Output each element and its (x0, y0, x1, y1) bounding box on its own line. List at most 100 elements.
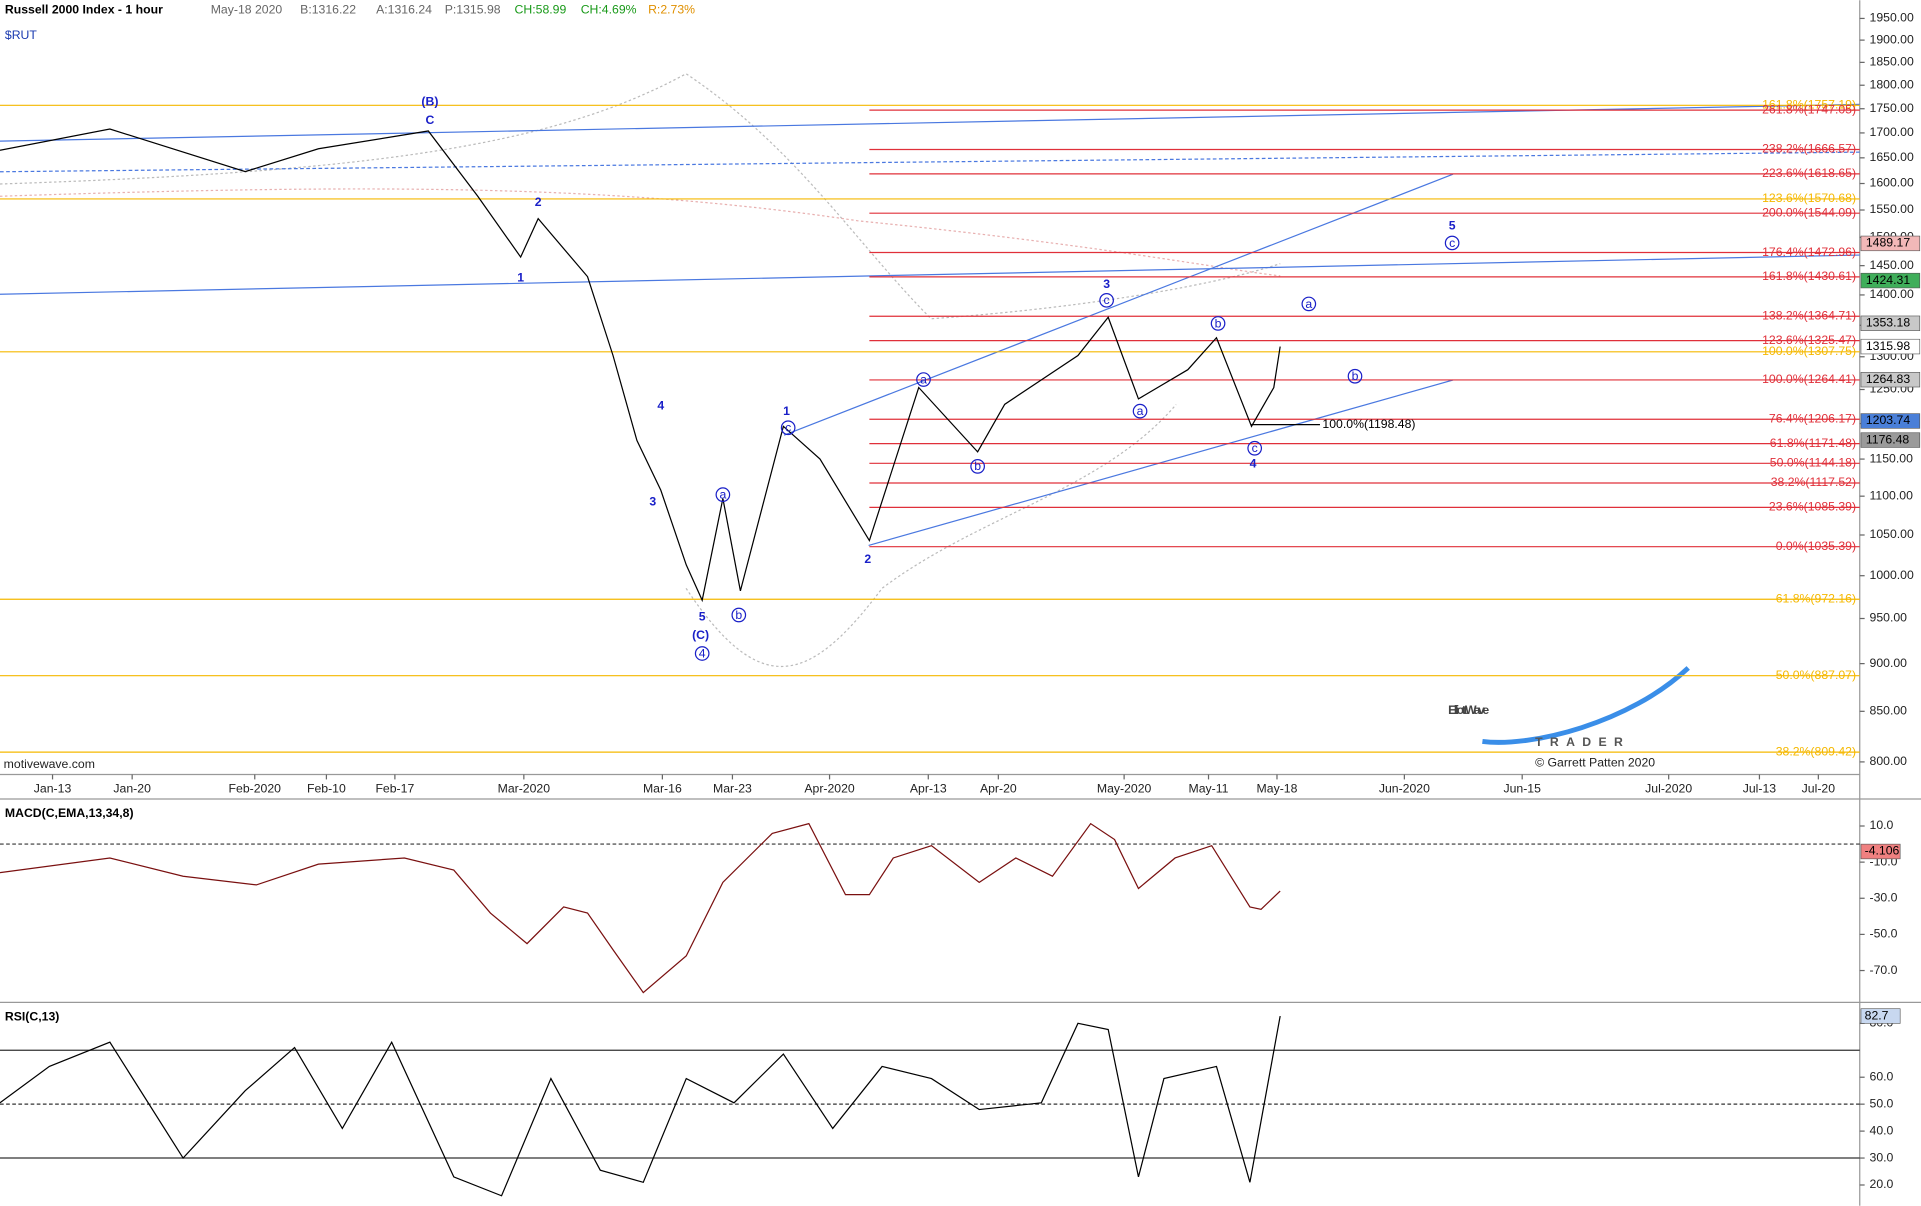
fib-label: 238.2%(1666.57) (1762, 142, 1856, 156)
y-tick-label: 1700.00 (1870, 125, 1914, 139)
change-pct: CH:4.69% (581, 2, 637, 16)
x-tick-label: Mar-2020 (498, 781, 551, 795)
fib-label: 138.2%(1364.71) (1762, 308, 1856, 322)
wave-label: 3 (649, 494, 656, 508)
y-tick-label: 1150.00 (1870, 451, 1914, 465)
fib-label: 23.6%(1085.39) (1769, 500, 1856, 514)
last-value-label: -4.106 (1865, 844, 1900, 858)
x-tick-label: Jun-2020 (1379, 781, 1430, 795)
fib-label: 61.8%(972.16) (1776, 592, 1856, 606)
y-tick-label: 20.0 (1870, 1177, 1894, 1191)
y-tick-label: -70.0 (1870, 963, 1898, 977)
fib-label: 100.0%(1264.41) (1762, 372, 1856, 386)
y-tick-label: 1050.00 (1870, 527, 1914, 541)
wave-label: c (1252, 441, 1258, 455)
wave-label: 4 (657, 399, 664, 413)
x-tick-label: Mar-16 (643, 781, 682, 795)
x-tick-label: May-11 (1189, 781, 1229, 795)
wave-circle (715, 487, 731, 503)
y-tick-label: 1550.00 (1870, 202, 1914, 216)
y-tick-label: 800.00 (1870, 754, 1908, 768)
fib-label: 223.6%(1618.65) (1762, 166, 1856, 180)
bollinger-band (685, 404, 1177, 668)
wave-label: c (1104, 293, 1110, 307)
x-tick-label: Feb-10 (307, 781, 346, 795)
x-tick-label: Apr-20 (980, 781, 1017, 795)
fib-label: 50.0%(887.07) (1776, 668, 1856, 682)
y-tick-label: 900.00 (1870, 656, 1908, 670)
price-marker-label: 1315.98 (1866, 339, 1910, 353)
fib-label: 76.4%(1206.17) (1769, 412, 1856, 426)
ask: A:1316.24 (376, 2, 432, 16)
logo-swoosh (1482, 666, 1690, 745)
last-value-label: 82.7 (1865, 1008, 1889, 1022)
y-tick-label: 10.0 (1870, 818, 1894, 832)
y-tick-label: 1100.00 (1870, 488, 1914, 502)
x-tick-label: Apr-13 (910, 781, 947, 795)
range: R:2.73% (648, 2, 695, 16)
x-tick-label: May-18 (1257, 781, 1298, 795)
y-tick-label: 1000.00 (1870, 568, 1914, 582)
y-tick-label: -50.0 (1870, 927, 1898, 941)
wave-circle (1347, 368, 1363, 384)
fib-label: 0.0%(1035.39) (1776, 539, 1856, 553)
y-tick-label: 60.0 (1870, 1069, 1894, 1083)
wave-label: (B) (421, 94, 438, 108)
rsi-title: RSI(C,13) (5, 1009, 59, 1023)
y-tick-label: -30.0 (1870, 891, 1898, 905)
wave-circle (916, 372, 931, 387)
fib-label: 176.4%(1472.96) (1762, 245, 1856, 259)
wave-circle (970, 459, 985, 474)
price-marker-label: 1489.17 (1866, 236, 1910, 250)
wave-label: a (719, 488, 726, 502)
fib-label: 100.0%(1198.48) (1322, 417, 1415, 431)
fib-label: 38.2%(809.42) (1776, 744, 1856, 758)
fib-label: 100.0%(1307.75) (1762, 344, 1856, 358)
trend-line (0, 151, 1860, 173)
x-tick-label: Feb-2020 (229, 781, 282, 795)
price-marker-label: 1353.18 (1866, 316, 1910, 330)
logo-sub: TRADER (1535, 735, 1630, 749)
wave-label: (C) (692, 628, 709, 642)
fib-label: 123.6%(1570.68) (1762, 191, 1856, 205)
series-line (0, 128, 1281, 603)
wave-label: a (920, 372, 927, 386)
y-tick-label: 1800.00 (1870, 77, 1914, 91)
price-marker (1860, 272, 1921, 289)
fib-label: 61.8%(1171.48) (1770, 436, 1856, 450)
x-tick-label: Mar-23 (713, 781, 752, 795)
moving-average (0, 188, 1281, 277)
chart-title: Russell 2000 Index - 1 hour (5, 2, 163, 16)
wave-circle (1444, 235, 1460, 251)
price-marker-label: 1203.74 (1866, 413, 1910, 427)
fib-label: 200.0%(1544.09) (1762, 205, 1856, 219)
fib-label: 261.8%(1747.05) (1762, 102, 1856, 116)
wave-circle (694, 646, 710, 661)
fib-label: 38.2%(1117.52) (1771, 475, 1856, 489)
last-value-marker (1860, 843, 1901, 860)
wave-circle (1247, 440, 1263, 456)
x-tick-label: Jun-15 (1503, 781, 1541, 795)
x-tick-label: Apr-2020 (804, 781, 855, 795)
wave-label: 1 (517, 271, 524, 285)
symbol: $RUT (5, 28, 38, 42)
copyright: © Garrett Patten 2020 (1535, 756, 1655, 770)
wave-label: 2 (535, 195, 542, 209)
y-tick-label: 50.0 (1870, 1096, 1894, 1110)
x-tick-label: Jan-20 (113, 781, 151, 795)
wave-label: a (1305, 297, 1312, 311)
source: motivewave.com (4, 757, 95, 771)
y-tick-label: 40.0 (1870, 1123, 1894, 1137)
y-tick-label: 1450.00 (1870, 258, 1914, 272)
y-tick-label: 1750.00 (1870, 101, 1914, 115)
price-marker (1860, 372, 1921, 388)
wave-label: a (1137, 404, 1144, 418)
trend-line (0, 254, 1860, 295)
y-tick-label: 1850.00 (1870, 55, 1914, 69)
wave-label: b (735, 608, 742, 622)
wave-label: c (1449, 236, 1455, 250)
y-tick-label: 850.00 (1870, 704, 1908, 718)
